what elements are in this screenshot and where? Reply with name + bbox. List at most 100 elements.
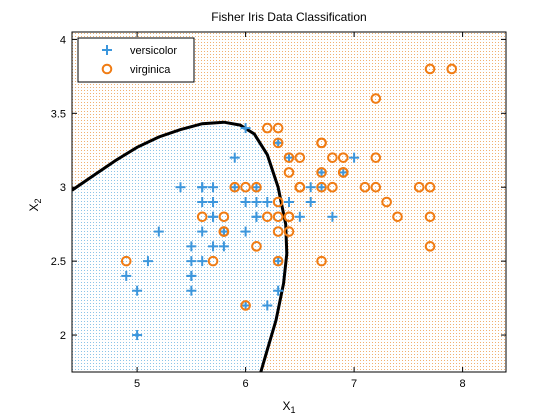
versicolor-point bbox=[208, 211, 219, 222]
virginica-point bbox=[424, 241, 436, 252]
versicolor-point bbox=[186, 256, 197, 267]
versicolor-point bbox=[251, 211, 262, 222]
virginica-point bbox=[294, 181, 306, 193]
versicolor-point bbox=[186, 270, 197, 281]
virginica-point bbox=[240, 181, 251, 193]
versicolor-point bbox=[218, 241, 229, 252]
legend-marker-versicolor bbox=[102, 45, 112, 55]
versicolor-point bbox=[153, 226, 164, 237]
versicolor-point bbox=[208, 197, 219, 207]
virginica-point bbox=[392, 211, 403, 223]
virginica-point bbox=[327, 181, 338, 193]
virginica-point bbox=[446, 63, 458, 75]
versicolor-point bbox=[229, 152, 240, 163]
virginica-point bbox=[262, 211, 273, 223]
y-tick-label: 3 bbox=[60, 182, 66, 194]
versicolor-point bbox=[349, 152, 360, 163]
virginica-point bbox=[251, 241, 262, 252]
virginica-point bbox=[218, 211, 230, 223]
chart-title: Fisher Iris Data Classification bbox=[211, 10, 366, 24]
legend: versicolor virginica bbox=[77, 37, 195, 83]
x-tick-label: 8 bbox=[460, 378, 466, 390]
virginica-point bbox=[337, 167, 349, 178]
versicolor-point bbox=[262, 300, 273, 311]
virginica-point bbox=[316, 255, 327, 267]
y-tick-label: 2 bbox=[60, 330, 66, 342]
virginica-point bbox=[316, 167, 327, 178]
virginica-point bbox=[283, 226, 295, 237]
virginica-point bbox=[327, 152, 338, 163]
versicolor-point bbox=[186, 241, 197, 252]
versicolor-point bbox=[251, 197, 262, 207]
virginica-point bbox=[283, 152, 295, 163]
virginica-point bbox=[272, 137, 284, 149]
virginica-point bbox=[272, 226, 284, 237]
versicolor-point bbox=[240, 123, 251, 134]
virginica-point bbox=[424, 181, 436, 193]
legend-label-virginica: virginica bbox=[130, 64, 171, 76]
versicolor-point bbox=[294, 211, 305, 222]
versicolor-point bbox=[327, 211, 338, 222]
legend-symbol-virginica bbox=[101, 63, 113, 75]
virginica-point bbox=[272, 211, 284, 223]
virginica-point bbox=[229, 181, 241, 193]
y-tick-label: 3.5 bbox=[51, 108, 66, 120]
virginica-point bbox=[413, 181, 425, 193]
virginica-point bbox=[262, 122, 273, 134]
virginica-point bbox=[370, 93, 382, 104]
versicolor-region bbox=[72, 122, 287, 372]
virginica-point bbox=[283, 167, 295, 178]
versicolor-point bbox=[121, 270, 132, 281]
versicolor-point bbox=[305, 197, 316, 207]
x-tick-label: 5 bbox=[134, 378, 140, 390]
virginica-point bbox=[251, 181, 262, 193]
virginica-point bbox=[316, 137, 327, 149]
versicolor-point bbox=[240, 197, 251, 207]
legend-label-versicolor: versicolor bbox=[130, 45, 177, 57]
versicolor-point bbox=[305, 182, 316, 193]
virginica-point bbox=[337, 152, 349, 163]
versicolor-point bbox=[197, 226, 208, 237]
versicolor-point bbox=[197, 256, 208, 267]
decision-boundary bbox=[72, 120, 289, 372]
virginica-point bbox=[272, 196, 284, 208]
versicolor-point bbox=[132, 330, 143, 341]
virginica-point bbox=[370, 152, 382, 163]
versicolor-point bbox=[262, 197, 273, 207]
virginica-point bbox=[272, 122, 284, 134]
virginica-point bbox=[424, 63, 436, 75]
virginica-point bbox=[359, 181, 371, 193]
x-tick-label: 7 bbox=[351, 378, 357, 390]
axis-ticks: 5 6 7 8 2 2.5 3 3.5 4 bbox=[51, 32, 506, 390]
legend-symbol-versicolor bbox=[102, 45, 112, 55]
versicolor-point bbox=[175, 182, 186, 193]
plot-frame bbox=[71, 31, 507, 373]
versicolor-point bbox=[142, 256, 153, 267]
virginica-point bbox=[316, 181, 327, 193]
x-tick-label: 6 bbox=[243, 378, 249, 390]
legend-marker-virginica bbox=[101, 63, 113, 75]
virginica-point bbox=[218, 226, 230, 237]
virginica-point bbox=[196, 211, 208, 223]
x-axis-label: X1 bbox=[282, 399, 295, 415]
virginica-point bbox=[272, 255, 284, 267]
virginica-point bbox=[424, 211, 436, 223]
y-tick-label: 2.5 bbox=[51, 256, 66, 268]
versicolor-point bbox=[132, 285, 143, 296]
versicolor-point bbox=[208, 241, 219, 252]
versicolor-point bbox=[197, 182, 208, 193]
versicolor-point bbox=[284, 197, 294, 207]
virginica-point bbox=[381, 196, 392, 208]
virginica-point bbox=[370, 181, 382, 193]
versicolor-point bbox=[208, 182, 219, 193]
versicolor-point bbox=[273, 285, 284, 296]
versicolor-point bbox=[186, 285, 197, 296]
virginica-point bbox=[283, 211, 295, 223]
virginica-point bbox=[120, 255, 132, 267]
y-tick-label: 4 bbox=[60, 34, 66, 46]
versicolor-point bbox=[197, 197, 208, 207]
data-markers bbox=[120, 63, 458, 341]
y-axis-label: X2 bbox=[27, 198, 43, 211]
